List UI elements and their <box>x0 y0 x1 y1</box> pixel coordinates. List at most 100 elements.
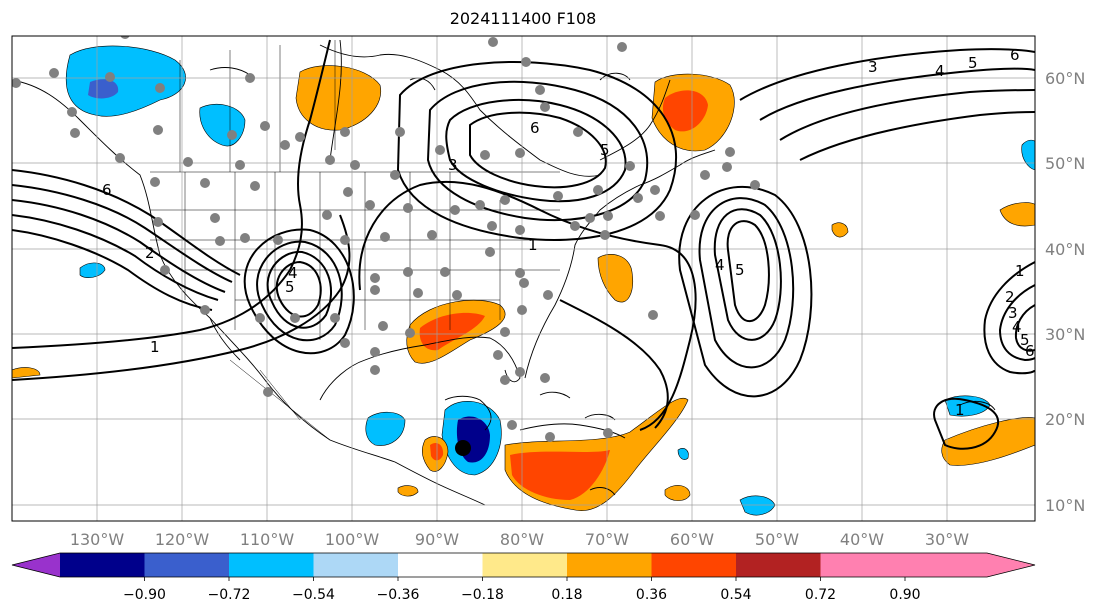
contour-label: 5 <box>600 141 610 159</box>
colorbar-tick-label: −0.72 <box>208 587 251 603</box>
longitude-label: 130°W <box>70 530 125 549</box>
map-panel: 6 5 4 3 6 5 6 5 4 3 2 1 4 5 1 2 3 4 5 6 … <box>12 36 1035 521</box>
longitude-label: 30°W <box>925 530 969 549</box>
negative-anomaly-area <box>79 262 106 279</box>
negative-anomaly-area <box>1021 139 1035 171</box>
positive-anomaly-area <box>662 90 708 132</box>
latitude-labels: 60°N 50°N 40°N 30°N 20°N 10°N <box>1045 69 1085 515</box>
longitude-label: 120°W <box>155 530 210 549</box>
contour-line <box>726 220 770 323</box>
contour-line <box>12 184 233 283</box>
contour-line <box>998 284 1035 362</box>
contour-label: 1 <box>1015 262 1025 280</box>
colorbar-segment-9 <box>736 553 821 577</box>
contour-line <box>1014 304 1035 352</box>
contour-line <box>12 169 241 276</box>
contour-label: 5 <box>1020 331 1030 349</box>
positive-anomaly-area <box>430 443 444 461</box>
latitude-label: 40°N <box>1045 240 1085 259</box>
longitude-label: 40°W <box>840 530 884 549</box>
contour-line <box>445 99 627 203</box>
positive-anomaly-area <box>12 367 41 379</box>
longitude-label: 80°W <box>500 530 544 549</box>
colorbar-tick-label: −0.54 <box>292 587 335 603</box>
positive-anomaly-area <box>510 450 610 500</box>
contour-line <box>358 180 697 431</box>
longitude-label: 90°W <box>415 530 459 549</box>
contour-label: 5 <box>285 278 295 296</box>
longitude-label: 70°W <box>585 530 629 549</box>
positive-anomaly-area <box>831 222 849 238</box>
contour-label: 1 <box>955 401 965 419</box>
contour-label: 4 <box>935 62 945 80</box>
colorbar: −0.90 −0.72 −0.54 −0.36 −0.18 0.18 0.36 … <box>11 552 1036 603</box>
contour-value-labels: 6 5 4 3 6 5 6 5 4 3 2 1 4 5 1 2 3 4 5 6 … <box>102 46 1035 419</box>
contour-label: 2 <box>145 244 155 262</box>
contour-label: 6 <box>1010 46 1020 64</box>
contour-line <box>799 111 1035 161</box>
contour-label: 4 <box>715 256 725 274</box>
contour-line <box>559 299 669 429</box>
longitude-label: 60°W <box>670 530 714 549</box>
map-title: 2024111400 F108 <box>449 9 597 28</box>
colorbar-tick-label: 0.72 <box>805 587 836 603</box>
contour-label: 1 <box>150 338 160 356</box>
contour-line <box>12 199 226 293</box>
contour-label: 4 <box>288 264 298 282</box>
contour-line <box>469 111 607 189</box>
positive-anomaly-area <box>664 485 691 501</box>
colorbar-segment-3 <box>229 553 314 577</box>
colorbar-segment-2 <box>144 553 229 577</box>
colorbar-segment-1 <box>60 553 145 577</box>
contour-label: 3 <box>1008 304 1018 322</box>
contour-line <box>12 39 331 349</box>
colorbar-outline <box>11 552 1036 578</box>
longitude-label: 110°W <box>240 530 295 549</box>
contour-line <box>933 397 1000 450</box>
graticule <box>12 36 1035 521</box>
latitude-label: 30°N <box>1045 325 1085 344</box>
station-dots <box>12 36 760 442</box>
contour-line <box>698 197 795 369</box>
map-frame <box>11 35 1036 522</box>
contour-line <box>12 214 219 301</box>
contour-label: 6 <box>530 119 540 137</box>
contour-label: 6 <box>1025 342 1035 360</box>
contour-line <box>12 229 213 311</box>
colorbar-tick-label: −0.90 <box>123 587 166 603</box>
contour-line <box>779 89 1035 141</box>
latitude-label: 20°N <box>1045 410 1085 429</box>
negative-anomaly-area <box>365 411 406 446</box>
storm-center-marker <box>455 440 471 456</box>
latitude-label: 50°N <box>1045 154 1085 173</box>
colorbar-tick-label: 0.90 <box>889 587 920 603</box>
contour-label: 5 <box>968 54 978 72</box>
contour-line <box>983 261 1035 375</box>
contour-line <box>739 48 1035 101</box>
colorbar-segment-7 <box>567 553 652 577</box>
contour-label: 4 <box>1012 318 1022 336</box>
latitude-label: 60°N <box>1045 69 1085 88</box>
negative-anomaly-area <box>88 79 119 99</box>
negative-anomaly-area <box>677 448 689 460</box>
longitude-label: 50°W <box>755 530 799 549</box>
contour-line <box>12 214 351 381</box>
contour-label: 6 <box>102 181 112 199</box>
colorbar-tick-label: −0.18 <box>461 587 504 603</box>
colorbar-segment-5 <box>398 553 483 577</box>
colorbar-tick-label: 0.54 <box>720 587 751 603</box>
contour-line <box>713 208 782 341</box>
contour-line <box>256 240 343 342</box>
positive-anomaly-area <box>999 202 1035 227</box>
colorbar-segment-4 <box>313 553 398 577</box>
colorbar-tick-label: −0.36 <box>377 587 420 603</box>
negative-anomaly-area <box>65 45 186 117</box>
contour-label: 3 <box>448 156 458 174</box>
colorbar-segment-8 <box>651 553 736 577</box>
longitude-label: 100°W <box>325 530 380 549</box>
latitude-label: 10°N <box>1045 496 1085 515</box>
positive-anomaly-area <box>295 65 382 131</box>
positive-anomaly-area <box>419 312 485 351</box>
colorbar-segment-0 <box>12 553 60 577</box>
